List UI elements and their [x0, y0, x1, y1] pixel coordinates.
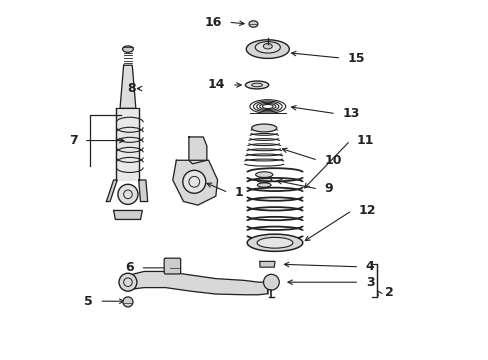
Ellipse shape	[122, 46, 133, 52]
Polygon shape	[139, 180, 147, 202]
Ellipse shape	[247, 234, 302, 251]
Text: 1: 1	[234, 186, 243, 199]
Circle shape	[122, 297, 133, 307]
Ellipse shape	[257, 183, 270, 187]
Text: 9: 9	[324, 183, 332, 195]
Polygon shape	[106, 180, 117, 202]
Polygon shape	[260, 261, 274, 267]
Text: 6: 6	[125, 261, 134, 274]
Text: 3: 3	[365, 276, 374, 289]
Polygon shape	[113, 211, 142, 220]
Text: 8: 8	[127, 82, 136, 95]
Circle shape	[183, 170, 205, 193]
Polygon shape	[129, 271, 267, 295]
Text: 11: 11	[356, 134, 373, 147]
Polygon shape	[188, 137, 206, 164]
FancyBboxPatch shape	[164, 258, 180, 274]
Ellipse shape	[263, 44, 272, 49]
Ellipse shape	[245, 81, 268, 89]
Text: 4: 4	[365, 260, 374, 273]
Ellipse shape	[255, 172, 272, 177]
Ellipse shape	[255, 41, 280, 53]
Text: 5: 5	[84, 295, 93, 308]
Ellipse shape	[251, 124, 276, 132]
Text: 10: 10	[324, 154, 341, 167]
Text: 12: 12	[358, 204, 375, 217]
Text: 13: 13	[342, 107, 359, 120]
Ellipse shape	[248, 21, 258, 27]
Ellipse shape	[246, 40, 289, 58]
Circle shape	[118, 184, 138, 204]
Ellipse shape	[257, 237, 292, 248]
Text: 16: 16	[204, 16, 222, 29]
Ellipse shape	[256, 177, 271, 183]
Text: 2: 2	[385, 287, 393, 300]
Ellipse shape	[251, 83, 262, 87]
Text: 14: 14	[207, 78, 225, 91]
Polygon shape	[120, 65, 136, 108]
Circle shape	[119, 273, 137, 291]
Text: 7: 7	[68, 134, 77, 147]
Text: 15: 15	[347, 51, 365, 64]
Polygon shape	[172, 160, 217, 205]
Circle shape	[263, 274, 279, 290]
Polygon shape	[116, 108, 139, 180]
